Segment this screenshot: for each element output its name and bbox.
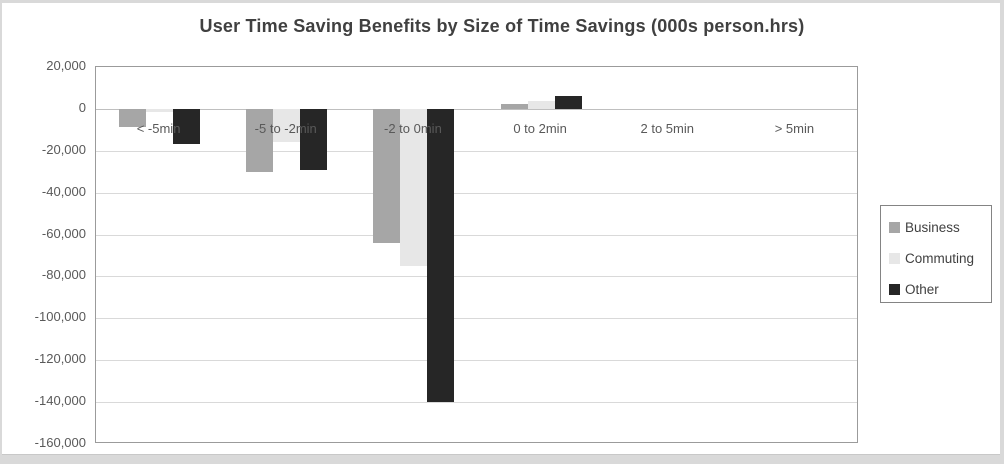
bar-business--2to0min bbox=[373, 108, 401, 243]
bar-other--2to0min bbox=[427, 108, 455, 403]
gridline-0 bbox=[96, 108, 857, 110]
y-tick-label: -100,000 bbox=[34, 309, 86, 325]
legend-label: Commuting bbox=[905, 251, 975, 266]
x-category-label: 2 to 5min bbox=[640, 121, 694, 136]
x-category-label: 0 to 2min bbox=[513, 121, 567, 136]
frame-edge-left bbox=[0, 0, 2, 464]
legend-item-other: Other bbox=[889, 276, 991, 303]
gridline--60,000 bbox=[96, 234, 857, 236]
bar-business--5to-2min bbox=[246, 108, 274, 172]
x-category-label: > 5min bbox=[774, 121, 815, 136]
bar-other-0to2min bbox=[554, 96, 582, 109]
legend-item-commuting: Commuting bbox=[889, 245, 991, 272]
gridline--20,000 bbox=[96, 150, 857, 152]
bar-commuting-<-5min bbox=[146, 108, 174, 113]
legend-item-business: Business bbox=[889, 214, 991, 241]
bar-other-<-5min bbox=[173, 108, 201, 145]
bar-other--5to-2min bbox=[300, 108, 328, 170]
plot-area bbox=[95, 66, 858, 443]
y-tick-label: -140,000 bbox=[34, 393, 86, 409]
frame-edge-right bbox=[1000, 0, 1004, 464]
x-category-label: -5 to -2min bbox=[254, 121, 317, 136]
y-tick-label: -80,000 bbox=[41, 267, 86, 283]
gridline--100,000 bbox=[96, 318, 857, 320]
legend: Business Commuting Other bbox=[880, 205, 992, 303]
gridline--140,000 bbox=[96, 402, 857, 404]
gridline--40,000 bbox=[96, 192, 857, 194]
y-tick-label: -40,000 bbox=[41, 183, 86, 199]
legend-swatch-icon bbox=[889, 253, 900, 264]
frame-edge-top bbox=[0, 0, 1004, 3]
gridline--120,000 bbox=[96, 360, 857, 362]
y-tick-label: -120,000 bbox=[34, 351, 86, 367]
legend-label: Business bbox=[905, 220, 960, 235]
bar-commuting--2to0min bbox=[400, 108, 428, 266]
bar-commuting--5to-2min bbox=[273, 108, 301, 143]
y-tick-label: -60,000 bbox=[41, 225, 86, 241]
bar-business-0to2min bbox=[500, 103, 528, 109]
x-category-label: < -5min bbox=[136, 121, 181, 136]
legend-swatch-icon bbox=[889, 222, 900, 233]
gridline--80,000 bbox=[96, 276, 857, 278]
y-tick-label: 20,000 bbox=[46, 58, 86, 73]
y-tick-label: -20,000 bbox=[41, 141, 86, 157]
chart-title: User Time Saving Benefits by Size of Tim… bbox=[199, 16, 805, 36]
bar-business-<-5min bbox=[119, 108, 147, 127]
y-tick-label: -160,000 bbox=[34, 435, 86, 450]
frame-edge-bottom bbox=[0, 454, 1004, 464]
y-tick-label: 0 bbox=[78, 99, 86, 115]
legend-label: Other bbox=[905, 282, 939, 297]
legend-swatch-icon bbox=[889, 284, 900, 295]
bar-commuting-0to2min bbox=[527, 100, 555, 109]
x-category-label: -2 to 0min bbox=[384, 121, 442, 136]
